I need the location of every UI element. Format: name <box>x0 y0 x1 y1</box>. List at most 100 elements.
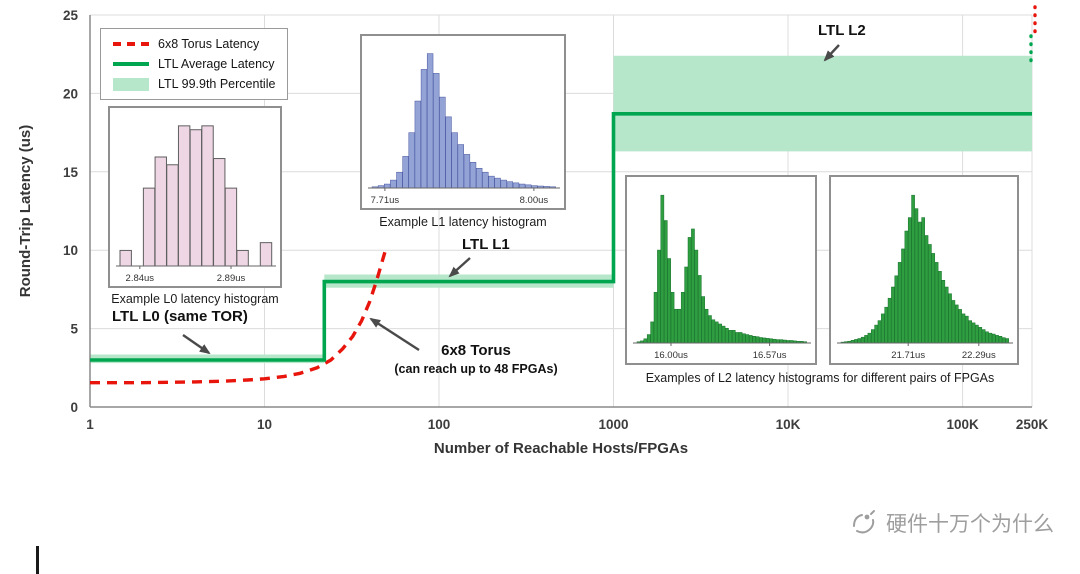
histogram-bar <box>725 328 728 343</box>
y-tick-label: 0 <box>70 400 78 415</box>
histogram-bar <box>739 332 742 343</box>
histogram-bar <box>702 297 705 343</box>
histogram-bar <box>955 305 958 343</box>
histogram-bar <box>885 307 888 343</box>
histogram-tick-label: 16.57us <box>753 350 787 361</box>
figure-page: 110100100010K100K250K0510152025Number of… <box>0 0 1080 574</box>
x-tick-label: 1000 <box>598 417 628 432</box>
histogram-tick-label: 7.71us <box>371 195 400 206</box>
histogram-bar <box>996 335 999 343</box>
histogram-bar <box>925 235 928 343</box>
histogram-bar <box>433 73 439 188</box>
histogram-bar <box>225 188 236 266</box>
histogram-bar <box>470 162 476 188</box>
y-tick-label: 5 <box>70 322 78 337</box>
histogram-bar <box>915 209 918 343</box>
annotation-torus-subtitle: (can reach up to 48 FPGAs) <box>378 362 574 376</box>
l0-inset-caption: Example L0 latency histogram <box>98 292 292 306</box>
page-corner-mark <box>36 546 39 574</box>
histogram-bar <box>397 172 403 188</box>
y-tick-label: 25 <box>63 8 79 23</box>
watermark: 硬件十万个为什么 <box>850 508 1054 538</box>
histogram-bar <box>409 133 415 188</box>
ltl-average-line-swatch <box>113 62 149 66</box>
histogram-bar <box>415 101 421 188</box>
histogram-bar <box>403 156 409 188</box>
histogram-bar <box>202 126 213 266</box>
histogram-bar <box>949 294 952 343</box>
histogram-bar <box>992 334 995 343</box>
histogram-bar <box>458 145 464 188</box>
y-tick-label: 10 <box>63 243 78 258</box>
x-tick-label: 10 <box>257 417 272 432</box>
legend-item-ltl-average: LTL Average Latency <box>113 57 275 71</box>
x-tick-label: 10K <box>776 417 801 432</box>
histogram-bar <box>708 316 711 343</box>
histogram-bar <box>766 338 769 343</box>
histogram-bar <box>854 339 857 343</box>
histogram-bar <box>952 300 955 343</box>
histogram-bar <box>476 168 482 188</box>
legend-label-torus: 6x8 Torus Latency <box>158 37 259 51</box>
histogram-bar <box>975 325 978 343</box>
histogram-bar <box>881 314 884 343</box>
histogram-bar <box>698 275 701 343</box>
legend-label-ltl-average: LTL Average Latency <box>158 57 275 71</box>
histogram-bar <box>732 330 735 343</box>
histogram-bar <box>932 253 935 343</box>
histogram-bar <box>664 221 667 344</box>
histogram-bar <box>969 321 972 343</box>
histogram-bar <box>891 287 894 343</box>
y-axis-title: Round-Trip Latency (us) <box>17 125 34 298</box>
torus-dashed-line-swatch <box>113 42 149 46</box>
histogram-bar <box>260 243 271 266</box>
histogram-tick-label: 22.29us <box>962 350 996 361</box>
histogram-bar <box>695 250 698 343</box>
watermark-logo-icon <box>850 509 878 537</box>
histogram-bar <box>749 335 752 343</box>
histogram-bar <box>756 337 759 343</box>
histogram-bar <box>439 97 445 188</box>
histogram-bar <box>922 218 925 343</box>
histogram-bar <box>959 309 962 343</box>
histogram-tick-label: 2.89us <box>217 273 246 284</box>
histogram-bar <box>918 222 921 343</box>
histogram-bar <box>982 330 985 343</box>
ltl-percentile-band-swatch <box>113 78 149 91</box>
histogram-bar <box>895 276 898 343</box>
histogram-bar <box>780 340 783 343</box>
l2-histogram-inset-b: 21.71us 22.29us <box>829 175 1019 365</box>
histogram-bar <box>482 172 488 188</box>
histogram-tick-label: 2.84us <box>126 273 155 284</box>
l2-histogram-b: 21.71us 22.29us <box>831 177 1017 363</box>
histogram-bar <box>878 321 881 343</box>
histogram-bar <box>858 339 861 343</box>
histogram-bar <box>942 280 945 343</box>
histogram-bar <box>167 165 178 266</box>
histogram-bar <box>908 218 911 343</box>
x-tick-label: 100K <box>946 417 979 432</box>
legend-item-torus: 6x8 Torus Latency <box>113 37 275 51</box>
histogram-bar <box>868 333 871 343</box>
histogram-bar <box>861 337 864 343</box>
histogram-tick-label: 21.71us <box>891 350 925 361</box>
histogram-bar <box>464 154 470 188</box>
histogram-bar <box>979 327 982 343</box>
y-tick-label: 15 <box>63 165 79 180</box>
x-tick-label: 100 <box>428 417 451 432</box>
histogram-bar <box>489 176 495 188</box>
histogram-bar <box>390 180 396 188</box>
histogram-bar <box>935 262 938 343</box>
histogram-bar <box>736 332 739 343</box>
x-axis-title: Number of Reachable Hosts/FPGAs <box>434 440 688 457</box>
histogram-bar <box>681 292 684 343</box>
histogram-bar <box>651 322 654 343</box>
histogram-bar <box>495 178 501 188</box>
annotation-torus-title: 6x8 Torus <box>441 342 511 359</box>
histogram-bar <box>143 188 154 266</box>
l2-histogram-a: 16.00us16.57us <box>627 177 815 363</box>
histogram-bar <box>661 195 664 343</box>
histogram-bar <box>729 330 732 343</box>
histogram-bar <box>691 229 694 343</box>
histogram-bar <box>965 316 968 343</box>
